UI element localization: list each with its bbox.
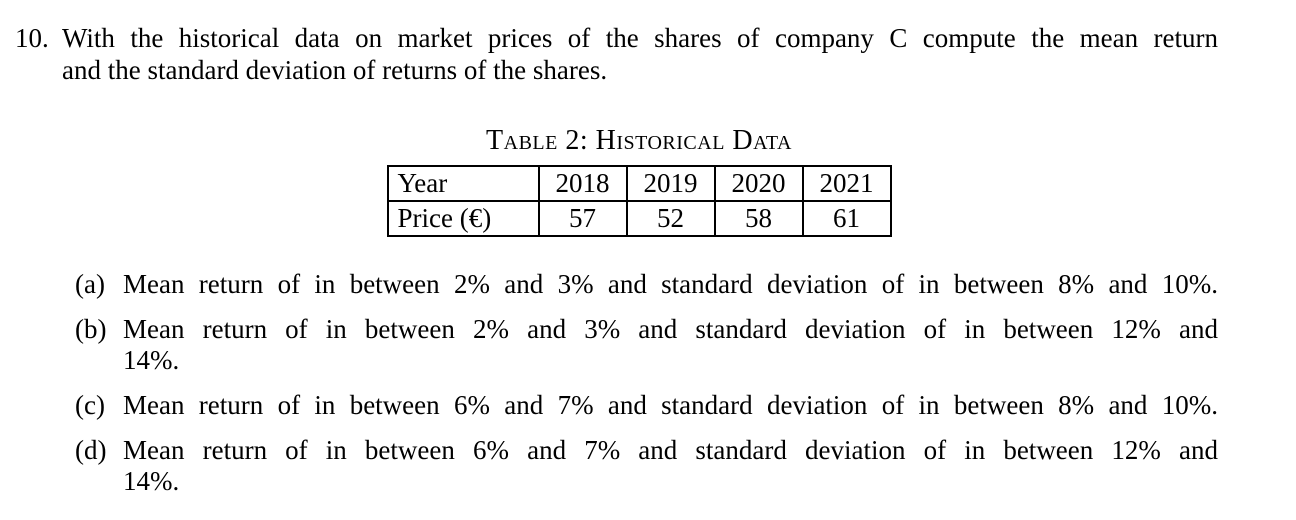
option-a-line-1: Mean return of in between 2% and 3% and … <box>123 269 1218 299</box>
question-number: 10. <box>15 23 49 53</box>
option-b: (b) Mean return of in between 2% and 3% … <box>75 314 1218 376</box>
question-line-2: and the standard deviation of returns of… <box>62 55 608 85</box>
question-line-1: With the historical data on market price… <box>62 23 1218 53</box>
historical-data-table: Year 2018 2019 2020 2021 Price (€) 57 52… <box>386 165 892 237</box>
question-item: 10. With the historical data on market p… <box>15 22 1218 86</box>
table-row-prices: Price (€) 57 52 58 61 <box>386 200 892 237</box>
option-d-label: (d) <box>75 435 107 465</box>
option-c-text: Mean return of in between 6% and 7% and … <box>123 390 1218 421</box>
table-row-years: Year 2018 2019 2020 2021 <box>386 165 892 202</box>
table-caption: Table 2: Historical Data <box>486 125 792 156</box>
year-cell-2021: 2021 <box>801 165 892 202</box>
option-b-label: (b) <box>75 314 107 344</box>
option-b-line-1: Mean return of in between 2% and 3% and … <box>123 314 1218 344</box>
option-c-label: (c) <box>75 390 105 420</box>
question-text: With the historical data on market price… <box>62 22 1218 86</box>
year-cell-2020: 2020 <box>713 165 804 202</box>
option-d-text: Mean return of in between 6% and 7% and … <box>123 435 1218 497</box>
year-cell-2019: 2019 <box>625 165 716 202</box>
price-cell-2021: 61 <box>801 200 892 237</box>
option-a-label: (a) <box>75 269 105 299</box>
price-label-cell: Price (€) <box>386 200 540 237</box>
options-list: (a) Mean return of in between 2% and 3% … <box>75 269 1218 497</box>
price-cell-2018: 57 <box>537 200 628 237</box>
option-c-line-1: Mean return of in between 6% and 7% and … <box>123 390 1218 420</box>
option-d-line-1: Mean return of in between 6% and 7% and … <box>123 435 1218 465</box>
option-a: (a) Mean return of in between 2% and 3% … <box>75 269 1218 300</box>
option-b-text: Mean return of in between 2% and 3% and … <box>123 314 1218 376</box>
year-label-cell: Year <box>386 165 540 202</box>
year-cell-2018: 2018 <box>537 165 628 202</box>
price-cell-2019: 52 <box>625 200 716 237</box>
option-c: (c) Mean return of in between 6% and 7% … <box>75 390 1218 421</box>
option-d-line-2: 14%. <box>123 466 180 496</box>
table-block: Table 2: Historical Data Year 2018 2019 … <box>62 126 1216 237</box>
option-a-text: Mean return of in between 2% and 3% and … <box>123 269 1218 300</box>
option-d: (d) Mean return of in between 6% and 7% … <box>75 435 1218 497</box>
price-cell-2020: 58 <box>713 200 804 237</box>
option-b-line-2: 14%. <box>123 345 180 375</box>
